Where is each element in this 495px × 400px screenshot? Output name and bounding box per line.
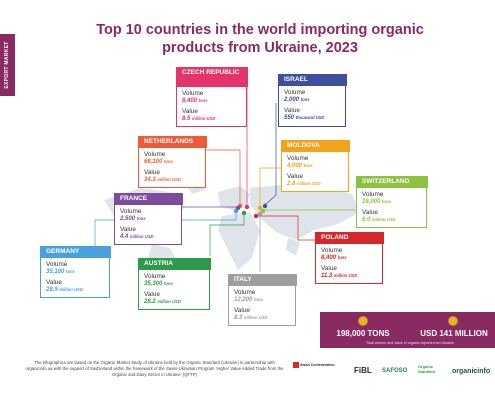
country-name: CZECH REPUBLIC [176, 67, 248, 87]
organic-standard-logo: Organic Standard [418, 364, 436, 374]
grain-sack-icon [358, 316, 368, 326]
value-label: Value [182, 108, 198, 115]
value-label: Value [234, 307, 250, 314]
volume-value: 8,400 tons [182, 98, 208, 104]
export-market-tab: EXPORT MARKET [0, 34, 15, 96]
country-name: GERMANY [40, 246, 111, 258]
swiss-logo: Swiss Confederation [293, 362, 343, 368]
value-label: Value [120, 226, 136, 233]
value-label: Value [46, 279, 62, 286]
value-value: 34.3 million USD [144, 177, 181, 183]
country-name: NETHERLANDS [138, 136, 207, 148]
swiss-flag-icon [293, 362, 299, 368]
country-name: SWITZERLAND [356, 176, 428, 188]
country-name: ISRAEL [278, 74, 347, 86]
fibl-logo: FiBL [354, 366, 372, 375]
volume-value: 16,000 tons [362, 199, 391, 205]
value-value: 4.4 million USD [120, 234, 154, 240]
footer-source-text: The infographics are based on the Organi… [25, 360, 284, 377]
value-value: 550 thousand USD [284, 115, 325, 121]
value-value: 11.3 million USD [321, 273, 358, 279]
volume-value: 2,500 tons [120, 216, 146, 222]
country-name: AUSTRIA [138, 258, 211, 270]
volume-value: 4,000 tons [287, 163, 313, 169]
volume-label: Volume [321, 247, 343, 254]
country-name: MOLDOVA [281, 140, 350, 152]
safoso-logo: SAFOSO [382, 368, 408, 374]
country-card-germany: GERMANY Volume 35,100 tons Value 28.9 mi… [40, 246, 111, 298]
volume-value: 68,100 tons [144, 159, 173, 165]
coins-icon [448, 316, 458, 326]
country-card-moldova: MOLDOVA Volume 4,000 tons Value 2.8 mill… [281, 140, 350, 192]
total-volume: 198,000 TONS [336, 329, 390, 338]
value-label: Value [287, 173, 303, 180]
volume-label: Volume [287, 155, 309, 162]
volume-value: 35,100 tons [46, 269, 75, 275]
volume-label: Volume [144, 151, 166, 158]
totals-note: Total volume and value of organic export… [366, 341, 454, 345]
value-label: Value [144, 291, 160, 298]
value-value: 28.2 million USD [144, 299, 181, 305]
value-label: Value [284, 107, 300, 114]
value-value: 8.3 million USD [234, 315, 268, 321]
country-card-france: FRANCE Volume 2,500 tons Value 4.4 milli… [114, 193, 183, 245]
volume-value: 2,000 tons [284, 97, 310, 103]
country-name: ITALY [228, 274, 297, 286]
country-card-czech-republic: CZECH REPUBLIC Volume 8,400 tons Value 8… [176, 67, 248, 127]
value-value: 2.8 million USD [287, 181, 321, 187]
value-label: Value [362, 209, 378, 216]
volume-label: Volume [362, 191, 384, 198]
totals-banner [320, 312, 495, 348]
country-card-switzerland: SWITZERLAND Volume 16,000 tons Value 6.0… [356, 176, 428, 228]
value-label: Value [321, 265, 337, 272]
value-value: 28.9 million USD [46, 287, 83, 293]
value-value: 8.5 million USD [182, 116, 216, 122]
volume-label: Volume [144, 273, 166, 280]
volume-label: Volume [120, 208, 142, 215]
volume-value: 35,300 tons [144, 281, 173, 287]
volume-label: Volume [284, 89, 306, 96]
country-name: FRANCE [114, 193, 183, 205]
volume-value: 12,200 tons [234, 297, 263, 303]
country-card-israel: ISRAEL Volume 2,000 tons Value 550 thous… [278, 74, 347, 127]
country-card-italy: ITALY Volume 12,200 tons Value 8.3 milli… [228, 274, 297, 326]
value-value: 6.0 million USD [362, 217, 396, 223]
country-name: POLAND [315, 232, 384, 244]
total-value: USD 141 MILLION [420, 329, 488, 338]
value-label: Value [144, 169, 160, 176]
country-card-poland: POLAND Volume 8,400 tons Value 11.3 mill… [315, 232, 384, 284]
volume-label: Volume [234, 289, 256, 296]
volume-label: Volume [46, 261, 68, 268]
country-card-austria: AUSTRIA Volume 35,300 tons Value 28.2 mi… [138, 258, 211, 310]
page-title: Top 10 countries in the world importing … [96, 22, 424, 56]
organicinfo-logo: organicinfo [452, 368, 491, 375]
volume-value: 8,400 tons [321, 255, 347, 261]
export-market-label: EXPORT MARKET [4, 41, 10, 89]
country-card-netherlands: NETHERLANDS Volume 68,100 tons Value 34.… [138, 136, 207, 188]
volume-label: Volume [182, 90, 204, 97]
